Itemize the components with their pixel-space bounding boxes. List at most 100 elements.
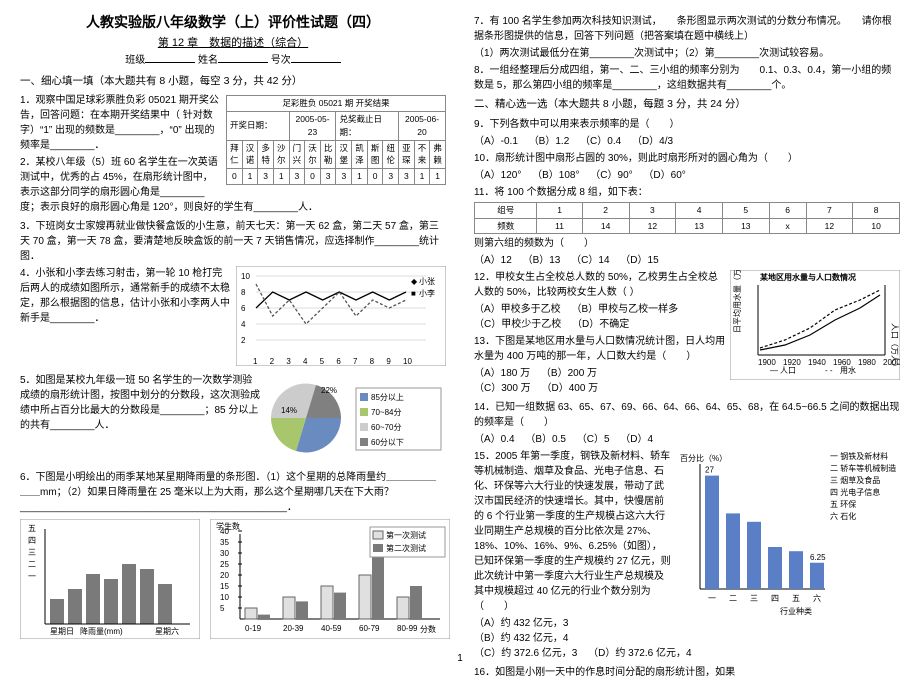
svg-text:用水: 用水 [840, 365, 856, 375]
svg-text:三: 三 [28, 548, 36, 557]
q7: 7．有 100 名学生参加两次科技知识测试， 条形图显示两次测试的分数分布情况。… [474, 14, 900, 44]
svg-text:一: 一 [28, 572, 36, 581]
svg-text:15: 15 [220, 582, 229, 591]
svg-text:分数: 分数 [420, 624, 436, 634]
svg-text:20-39: 20-39 [283, 624, 304, 633]
test-bar-chart: 第一次测试 第二次测试 学生数 510152025303540 0-1920-3… [210, 519, 450, 644]
svg-text:30: 30 [220, 549, 229, 558]
svg-text:一: 一 [708, 594, 716, 603]
pie-chart: 14% 22% 85分以上 70~84分 60~70分 60分以下 [266, 373, 446, 468]
svg-text:◆: ◆ [411, 277, 418, 286]
svg-text:1940: 1940 [808, 358, 826, 367]
svg-text:80-99: 80-99 [397, 624, 418, 633]
svg-text:2: 2 [241, 336, 246, 345]
svg-text:人口: 人口 [780, 366, 796, 375]
rain-bar-chart: 五 四 三 二 一 [20, 519, 200, 644]
population-chart: 某地区用水量与人口数情况 190019201940196019802000 日平… [730, 270, 900, 385]
svg-text:星期日: 星期日 [50, 627, 74, 636]
q11: 11．将 100 个数据分成 8 组，如下表： [474, 185, 900, 200]
svg-text:6: 6 [336, 357, 341, 366]
q9-choices: （A）-0.1 （B）1.2 （C）0.4 （D）4/3 [474, 134, 900, 149]
section-a-heading: 一、细心填一填（本大题共有 8 小题，每空 3 分，共 42 分） [20, 74, 446, 90]
svg-text:85分以上: 85分以上 [371, 393, 404, 402]
svg-text:小李: 小李 [419, 288, 435, 298]
svg-text:60分以下: 60分以下 [371, 438, 404, 447]
svg-text:5: 5 [220, 604, 225, 613]
q10: 10．扇形统计图中扇形占圆的 30%，则此时扇形所对的圆心角为（ ） [474, 151, 900, 166]
svg-text:- -: - - [825, 366, 833, 375]
q3: 3．下班岗女士家嫂再就业做快餐盒饭的小生意，前天七天：第一天 62 盒，第二天 … [20, 219, 446, 264]
svg-text:某地区用水量与人口数情况: 某地区用水量与人口数情况 [759, 272, 856, 282]
svg-text:■: ■ [411, 289, 416, 298]
svg-text:五 环保: 五 环保 [830, 499, 856, 509]
q9: 9．下列各数中可以用来表示频率的是（ ） [474, 117, 900, 132]
svg-text:—: — [770, 366, 778, 375]
svg-text:人口（万人）: 人口（万人） [890, 323, 899, 371]
svg-text:22%: 22% [321, 386, 337, 395]
q11-table: 组号12345678 频数1114121313x1210 [474, 202, 900, 235]
svg-text:4: 4 [241, 320, 246, 329]
main-title: 人教实验版八年级数学（上）评价性试题（四） [20, 12, 446, 33]
student-info-line: 班级 姓名 号次 [20, 52, 446, 68]
svg-text:行业种类: 行业种类 [780, 606, 812, 616]
industry-bar-chart: 百分比（%） 27 6.25 一 二 三 四 五 六 行业种类 一 钢铁及新材料二 轿车等机… [675, 449, 900, 624]
svg-text:二: 二 [28, 560, 36, 569]
svg-text:10: 10 [403, 357, 412, 366]
sub-title: 第 12 章 数据的描述（综合） [20, 35, 446, 52]
svg-text:3: 3 [286, 357, 291, 366]
svg-text:0-19: 0-19 [245, 624, 262, 633]
svg-text:35: 35 [220, 538, 229, 547]
svg-text:三: 三 [750, 594, 758, 603]
svg-text:2: 2 [270, 357, 275, 366]
svg-text:小张: 小张 [419, 277, 435, 286]
svg-text:二 轿车等机械制造: 二 轿车等机械制造 [830, 463, 896, 473]
svg-text:五: 五 [792, 594, 800, 603]
page-number: 1 [457, 651, 463, 666]
svg-text:二: 二 [729, 594, 737, 603]
q14-choices: （A）0.4 （B）0.5 （C）5 （D）4 [474, 432, 900, 447]
q11-choices: （A）12 （B）13 （C）14 （D）15 [474, 253, 900, 268]
svg-text:降雨量(mm): 降雨量(mm) [80, 626, 123, 636]
svg-text:四: 四 [28, 536, 36, 545]
svg-text:6.25: 6.25 [810, 553, 826, 562]
svg-text:一 钢铁及新材料: 一 钢铁及新材料 [830, 451, 888, 461]
svg-text:四: 四 [771, 594, 779, 603]
line-chart: 246810 12345678910 ◆小张 ■小李 [236, 266, 446, 371]
svg-text:第二次测试: 第二次测试 [386, 543, 426, 553]
section-b-heading: 二、精心选一选（本大题共 8 小题，每题 3 分，共 24 分） [474, 97, 900, 113]
svg-text:第一次测试: 第一次测试 [386, 530, 426, 540]
svg-text:27: 27 [705, 466, 714, 475]
svg-text:四 光电子信息: 四 光电子信息 [830, 487, 880, 497]
svg-text:7: 7 [353, 357, 358, 366]
svg-text:60~70分: 60~70分 [371, 423, 401, 432]
svg-text:1980: 1980 [858, 358, 876, 367]
q14: 14．已知一组数据 63、65、67、69、66、64、66、64、65、68，… [474, 400, 900, 430]
svg-text:日平均用水量（万吨）: 日平均用水量（万吨） [732, 270, 742, 333]
q10-choices: （A）120° （B）108° （C）90° （D）60° [474, 168, 900, 183]
svg-text:10: 10 [220, 593, 229, 602]
svg-text:六 石化: 六 石化 [830, 511, 856, 521]
q8: 8．一组经整理后分成四组，第一、二、三小组的频率分别为 0.1、0.3、0.4，… [474, 63, 900, 93]
svg-text:三 烟草及食品: 三 烟草及食品 [830, 475, 880, 485]
q6: 6．下图是小明绘出的雨季某地某星期降雨量的条形图．（1）这个星期的总降雨量约＿＿… [20, 470, 446, 515]
svg-text:4: 4 [303, 357, 308, 366]
svg-text:6: 6 [241, 304, 246, 313]
svg-text:1: 1 [253, 357, 258, 366]
svg-text:60-79: 60-79 [359, 624, 380, 633]
svg-text:20: 20 [220, 571, 229, 580]
svg-text:五: 五 [28, 524, 36, 533]
svg-text:六: 六 [813, 593, 821, 603]
svg-text:百分比（%）: 百分比（%） [680, 453, 727, 463]
svg-text:40-59: 40-59 [321, 624, 342, 633]
q7a: （1）两次测试最低分在第________次测试中；（2）第________次测试… [474, 46, 900, 61]
svg-text:8: 8 [370, 357, 375, 366]
svg-text:40: 40 [220, 527, 229, 536]
svg-text:9: 9 [386, 357, 391, 366]
lottery-table-box: 足彩胜负 05021 期 开奖结果 开奖日期： 2005-05-23 兑奖截止日… [226, 93, 446, 187]
svg-text:8: 8 [241, 288, 246, 297]
svg-text:14%: 14% [281, 406, 297, 415]
q16: 16．如图是小刚一天中的作息时间分配的扇形统计图，如果 [474, 665, 900, 680]
svg-text:5: 5 [320, 357, 325, 366]
q11-tail: 则第六组的频数为（ ） [474, 236, 900, 251]
svg-text:25: 25 [220, 560, 229, 569]
